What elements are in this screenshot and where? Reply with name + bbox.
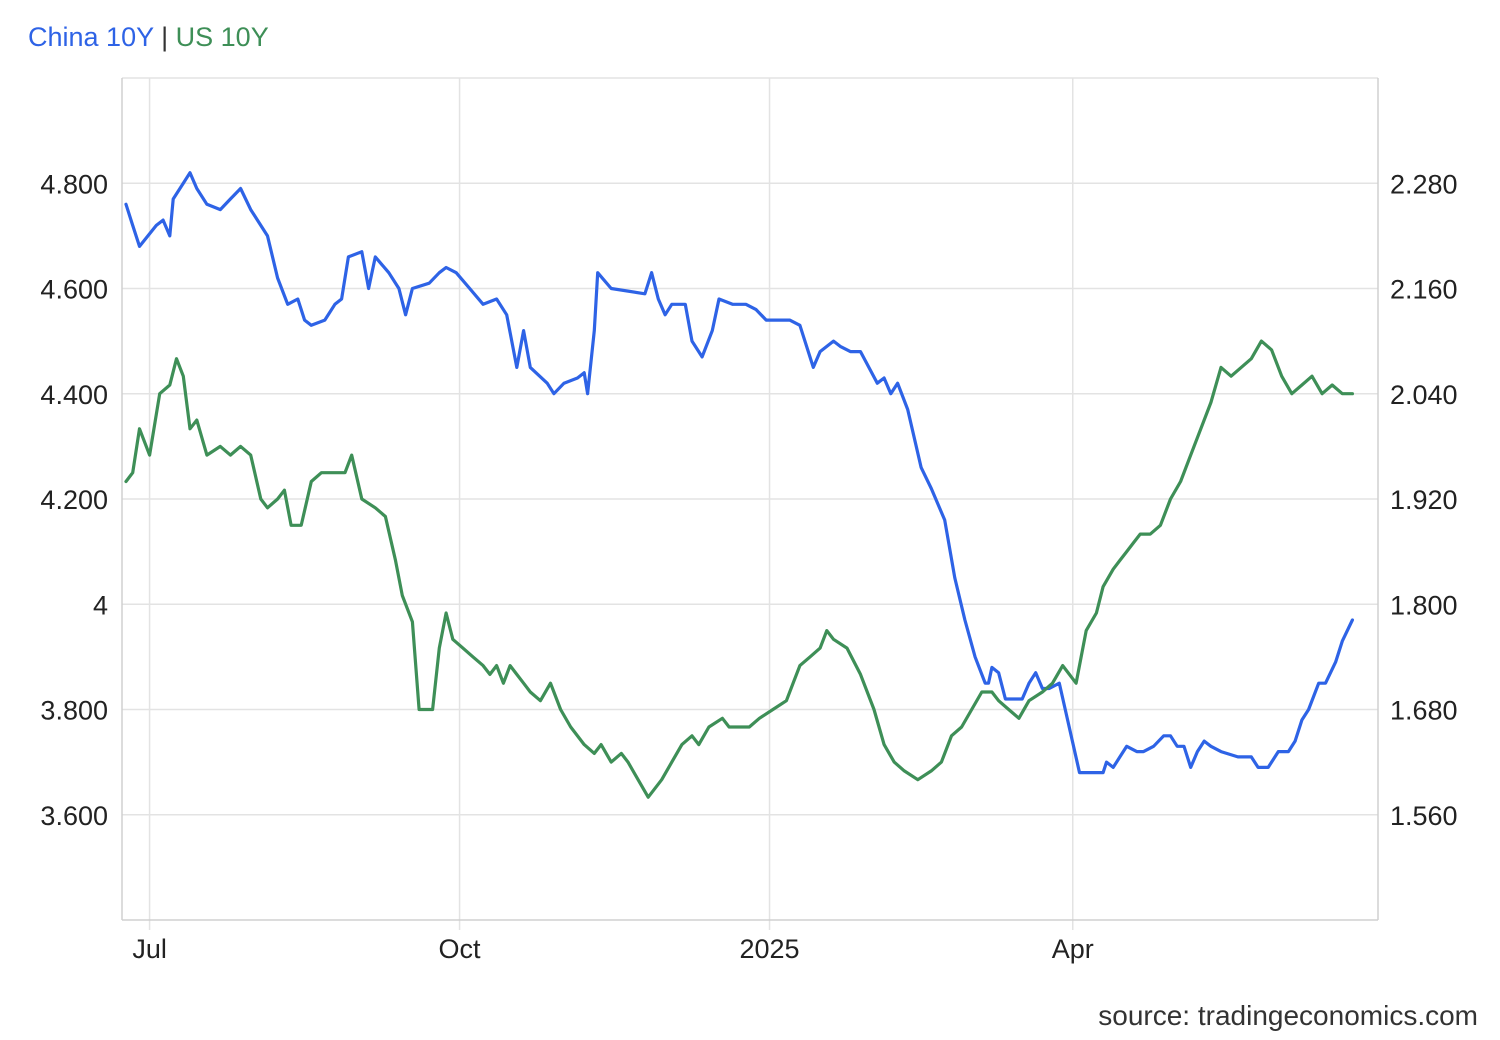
legend-us-10y[interactable]: US 10Y [175, 22, 269, 52]
y-right-tick-label: 1.800 [1390, 590, 1458, 620]
y-left-tick-label: 4.600 [40, 275, 108, 305]
x-tick-label: Apr [1052, 934, 1094, 964]
y-left-tick-label: 3.800 [40, 696, 108, 726]
y-left-tick-label: 4.200 [40, 485, 108, 515]
y-right-tick-label: 1.920 [1390, 485, 1458, 515]
chart-grid [122, 77, 1378, 930]
chart-series [124, 171, 1355, 799]
y-right-tick-label: 1.680 [1390, 696, 1458, 726]
legend-separator: | [161, 22, 169, 52]
y-left-tick-label: 4.400 [40, 380, 108, 410]
series-line-china-10y[interactable] [124, 171, 1355, 775]
chart-axes [121, 78, 1379, 921]
legend-china-10y[interactable]: China 10Y [28, 22, 154, 52]
y-left-tick-label: 4.800 [40, 169, 108, 199]
source-label: source: tradingeconomics.com [1098, 1000, 1478, 1031]
x-tick-label: Oct [439, 934, 482, 964]
y-left-tick-label: 3.600 [40, 801, 108, 831]
y-right-tick-label: 2.160 [1390, 275, 1458, 305]
y-right-tick-label: 2.040 [1390, 380, 1458, 410]
y-right-tick-label: 1.560 [1390, 801, 1458, 831]
x-tick-label: Jul [132, 934, 167, 964]
x-tick-label: 2025 [739, 934, 799, 964]
y-right-tick-label: 2.280 [1390, 169, 1458, 199]
chart-tick-labels: 3.600 3.800 4 4.200 4.400 4.600 4.800 1.560 1.68… [40, 169, 1457, 964]
chart-legend: China 10Y | US 10Y [28, 22, 269, 53]
series-line-us-10y[interactable] [124, 339, 1355, 799]
y-left-tick-label: 4 [93, 590, 108, 620]
